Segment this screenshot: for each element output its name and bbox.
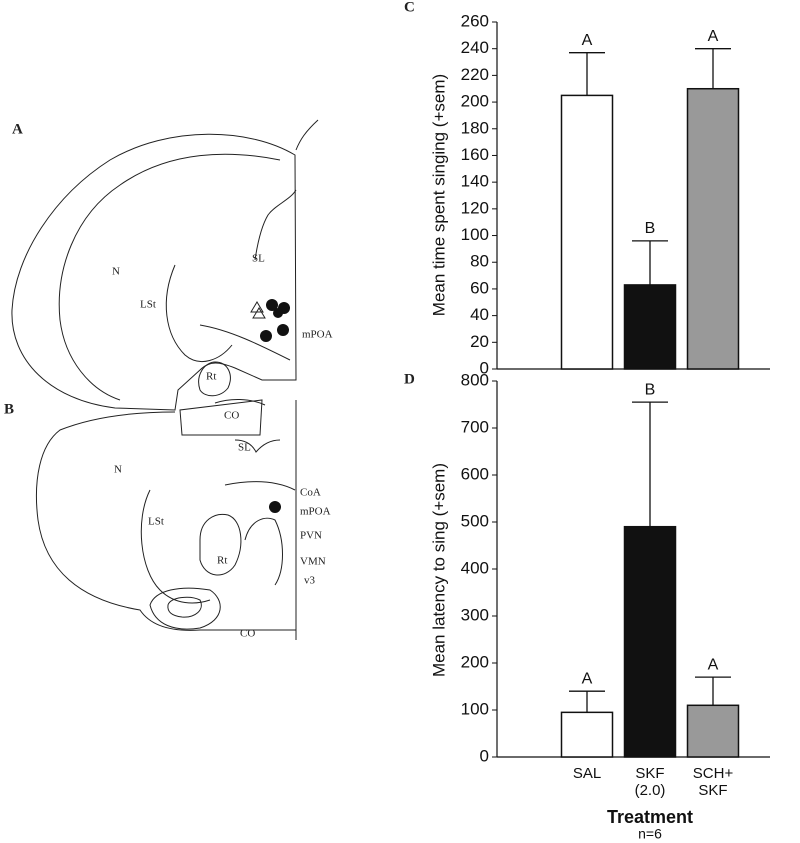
y-tick-label: 20 — [470, 332, 489, 351]
x-tick-label: SAL — [572, 765, 602, 782]
y-tick-label: 400 — [461, 558, 489, 577]
y-tick-label: 500 — [461, 511, 489, 530]
y-tick-label: 120 — [461, 198, 489, 217]
group-letter: A — [582, 32, 593, 49]
y-tick-label: 60 — [470, 278, 489, 297]
panel-label: A — [12, 121, 23, 137]
y-tick-label: 140 — [461, 172, 489, 191]
group-letter: A — [708, 28, 719, 45]
region-label: SL — [238, 442, 251, 454]
y-tick-label: 240 — [461, 38, 489, 57]
panel-label: B — [4, 401, 14, 417]
y-tick-label: 700 — [461, 417, 489, 436]
brain-section-a — [11, 119, 319, 436]
region-label: SL — [252, 253, 265, 265]
region-label: N — [112, 266, 120, 278]
group-letter: B — [645, 220, 656, 237]
group-letter: A — [582, 670, 593, 687]
bar — [686, 704, 740, 758]
bar — [560, 94, 614, 370]
y-tick-label: 800 — [461, 370, 489, 389]
y-tick-label: 100 — [461, 699, 489, 718]
bar — [623, 525, 677, 758]
group-letter: A — [708, 656, 719, 673]
region-label: Rt — [206, 371, 216, 383]
y-axis-title: Mean time spent singing (+sem) — [429, 74, 448, 316]
region-label: VMN — [300, 556, 326, 568]
region-label: PVN — [300, 530, 322, 542]
y-tick-label: 300 — [461, 605, 489, 624]
region-label: N — [114, 464, 122, 476]
y-axis-title: Mean latency to sing (+sem) — [429, 463, 448, 677]
brain-section-b — [35, 400, 297, 640]
y-tick-label: 100 — [461, 225, 489, 244]
region-label: LSt — [140, 299, 156, 311]
y-tick-label: 200 — [461, 652, 489, 671]
region-label: mPOA — [300, 506, 331, 518]
region-label: CO — [240, 628, 255, 640]
y-tick-label: 80 — [470, 252, 489, 271]
region-label: Rt — [217, 555, 227, 567]
panel-label: D — [404, 371, 415, 387]
y-tick-label: 220 — [461, 65, 489, 84]
y-tick-label: 160 — [461, 145, 489, 164]
panel-label: C — [404, 0, 415, 15]
bar — [686, 87, 740, 370]
bar — [560, 711, 614, 758]
x-tick-label: SKF (2.0) — [634, 765, 666, 799]
group-letter: B — [645, 381, 656, 398]
y-tick-label: 200 — [461, 92, 489, 111]
region-label: v3 — [304, 575, 316, 587]
y-tick-label: 0 — [480, 358, 489, 377]
region-label: CO — [224, 410, 239, 422]
y-tick-label: 260 — [461, 11, 489, 30]
y-tick-label: 0 — [480, 746, 489, 765]
x-axis-title: Treatment — [607, 807, 693, 827]
region-label: mPOA — [302, 329, 333, 341]
sample-size: n=6 — [638, 826, 662, 842]
y-tick-label: 600 — [461, 464, 489, 483]
y-tick-label: 180 — [461, 118, 489, 137]
bar — [623, 284, 677, 370]
y-tick-label: 40 — [470, 305, 489, 324]
region-label: CoA — [300, 487, 321, 499]
region-label: LSt — [148, 516, 164, 528]
x-tick-label: SCH+ SKF — [692, 765, 734, 799]
